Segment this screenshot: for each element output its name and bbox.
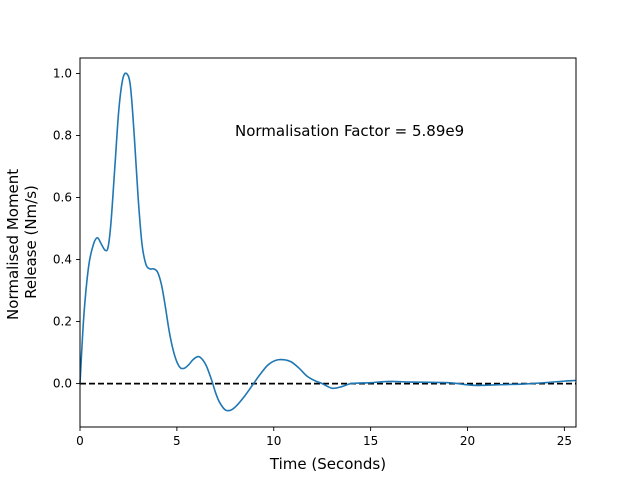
- x-axis-label: Time (Seconds): [269, 455, 386, 473]
- y-axis-label-line-1: Normalised Moment: [4, 169, 22, 320]
- x-tick-label: 5: [173, 434, 181, 448]
- y-tick-label: 1.0: [53, 67, 72, 81]
- y-tick-label: 0.4: [53, 253, 72, 267]
- y-axis-label-line-2: Release (Nm/s): [22, 185, 40, 299]
- x-tick-label: 15: [363, 434, 378, 448]
- y-axis: 0.0 0.2 0.4 0.6 0.8 1.0: [53, 67, 80, 391]
- y-tick-label: 0.0: [53, 377, 72, 391]
- chart-marks: [79, 72, 577, 412]
- normalisation-annotation: Normalisation Factor = 5.89e9: [235, 122, 464, 140]
- x-axis: 0 5 10 15 20 25: [76, 427, 572, 448]
- x-tick-label: 0: [76, 434, 84, 448]
- y-tick-label: 0.8: [53, 129, 72, 143]
- y-axis-label: Normalised Moment Release (Nm/s): [4, 164, 40, 320]
- plot-area: [80, 58, 576, 427]
- y-tick-label: 0.2: [53, 315, 72, 329]
- plot-frame: [79, 57, 577, 428]
- x-tick-label: 10: [266, 434, 281, 448]
- x-tick-label: 20: [460, 434, 475, 448]
- x-tick-label: 25: [557, 434, 572, 448]
- y-tick-label: 0.6: [53, 191, 72, 205]
- moment-release-series-line: [79, 72, 577, 412]
